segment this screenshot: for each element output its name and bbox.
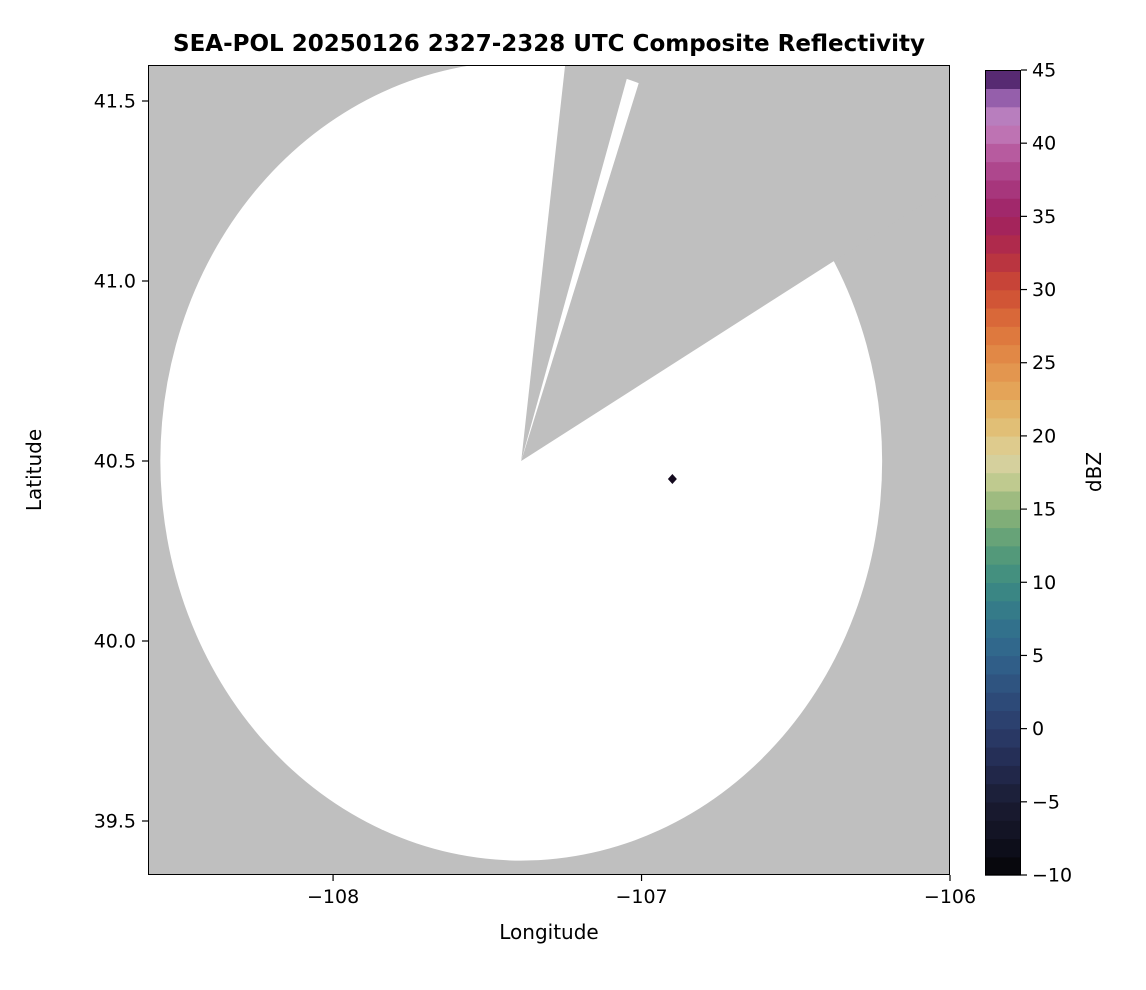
- colorbar-segment: [985, 527, 1021, 547]
- x-tick-label: −108: [307, 886, 359, 908]
- colorbar-tick-label: 35: [1032, 206, 1056, 228]
- colorbar-segment: [985, 399, 1021, 419]
- colorbar-segment: [985, 143, 1021, 163]
- colorbar-segment: [985, 124, 1021, 144]
- y-tick-label: 41.0: [94, 271, 136, 293]
- x-axis-label: Longitude: [499, 920, 599, 944]
- colorbar-segment: [985, 326, 1021, 346]
- colorbar-segment: [985, 252, 1021, 272]
- colorbar-tick-label: 0: [1032, 718, 1044, 740]
- y-tick-label: 41.5: [94, 91, 136, 113]
- colorbar-segment: [985, 820, 1021, 840]
- colorbar-tick-label: −5: [1032, 791, 1060, 813]
- colorbar-segment: [985, 454, 1021, 474]
- colorbar-segment: [985, 783, 1021, 803]
- colorbar-segment: [985, 637, 1021, 657]
- colorbar-segment: [985, 161, 1021, 181]
- colorbar-tick-label: 40: [1032, 133, 1056, 155]
- y-axis-label: Latitude: [22, 428, 46, 512]
- colorbar-segment: [985, 70, 1021, 89]
- coverage-layer: [160, 65, 950, 861]
- colorbar-segment: [985, 198, 1021, 218]
- colorbar-label: dBZ: [1082, 451, 1106, 493]
- colorbar-segment: [985, 106, 1021, 126]
- colorbar-segment: [985, 216, 1021, 236]
- colorbar-tick-label: 10: [1032, 572, 1056, 594]
- colorbar-segment: [985, 289, 1021, 309]
- colorbar-segment: [985, 673, 1021, 693]
- colorbar-segment: [985, 417, 1021, 437]
- x-tick-label: −107: [615, 886, 667, 908]
- colorbar-tick-label: 15: [1032, 499, 1056, 521]
- y-tick-label: 40.0: [94, 631, 136, 653]
- colorbar-tick-label: 5: [1032, 645, 1044, 667]
- colorbar-segment: [985, 509, 1021, 529]
- colorbar-segment: [985, 381, 1021, 401]
- colorbar-tick-label: 45: [1032, 60, 1056, 82]
- colorbar-segment: [985, 472, 1021, 492]
- y-tick-label: 39.5: [94, 811, 136, 833]
- colorbar-segment: [985, 618, 1021, 638]
- colorbar-segment: [985, 271, 1021, 291]
- colorbar-segment: [985, 765, 1021, 785]
- colorbar-segment: [985, 710, 1021, 730]
- colorbar-tick-label: 20: [1032, 425, 1056, 447]
- colorbar-tick-label: −10: [1032, 865, 1072, 887]
- colorbar-segment: [985, 582, 1021, 602]
- colorbar-tick-label: 30: [1032, 279, 1056, 301]
- colorbar-segment: [985, 655, 1021, 675]
- plot-border: [148, 65, 950, 875]
- echo-marker: [667, 474, 677, 484]
- colorbar-segment: [985, 856, 1021, 876]
- colorbar-segment: [985, 234, 1021, 254]
- colorbar-tick-label: 25: [1032, 352, 1056, 374]
- colorbar-segment: [985, 600, 1021, 620]
- y-axis-ticks: 39.5 40.0 40.5 41.0 41.5: [94, 91, 148, 833]
- colorbar-segment: [985, 490, 1021, 510]
- y-tick-label: 40.5: [94, 451, 136, 473]
- colorbar-segment: [985, 746, 1021, 766]
- colorbar: 45 40 35 30 25 20 15 10 5 0 −5 −10: [985, 60, 1072, 887]
- colorbar-segment: [985, 435, 1021, 455]
- x-tick-label: −106: [924, 886, 976, 908]
- colorbar-segment: [985, 692, 1021, 712]
- blocked-sector: [521, 65, 950, 461]
- colorbar-segment: [985, 838, 1021, 858]
- colorbar-segment: [985, 728, 1021, 748]
- blocked-sector: [521, 65, 631, 461]
- colorbar-segment: [985, 307, 1021, 327]
- colorbar-segment: [985, 88, 1021, 108]
- colorbar-segment: [985, 344, 1021, 364]
- colorbar-segment: [985, 362, 1021, 382]
- colorbar-segment: [985, 179, 1021, 199]
- chart-title: SEA-POL 20250126 2327-2328 UTC Composite…: [173, 31, 925, 57]
- colorbar-segment: [985, 563, 1021, 583]
- colorbar-segment: [985, 801, 1021, 821]
- colorbar-outline: [985, 70, 1021, 875]
- colorbar-segment: [985, 545, 1021, 565]
- x-axis-ticks: −108 −107 −106: [307, 875, 976, 908]
